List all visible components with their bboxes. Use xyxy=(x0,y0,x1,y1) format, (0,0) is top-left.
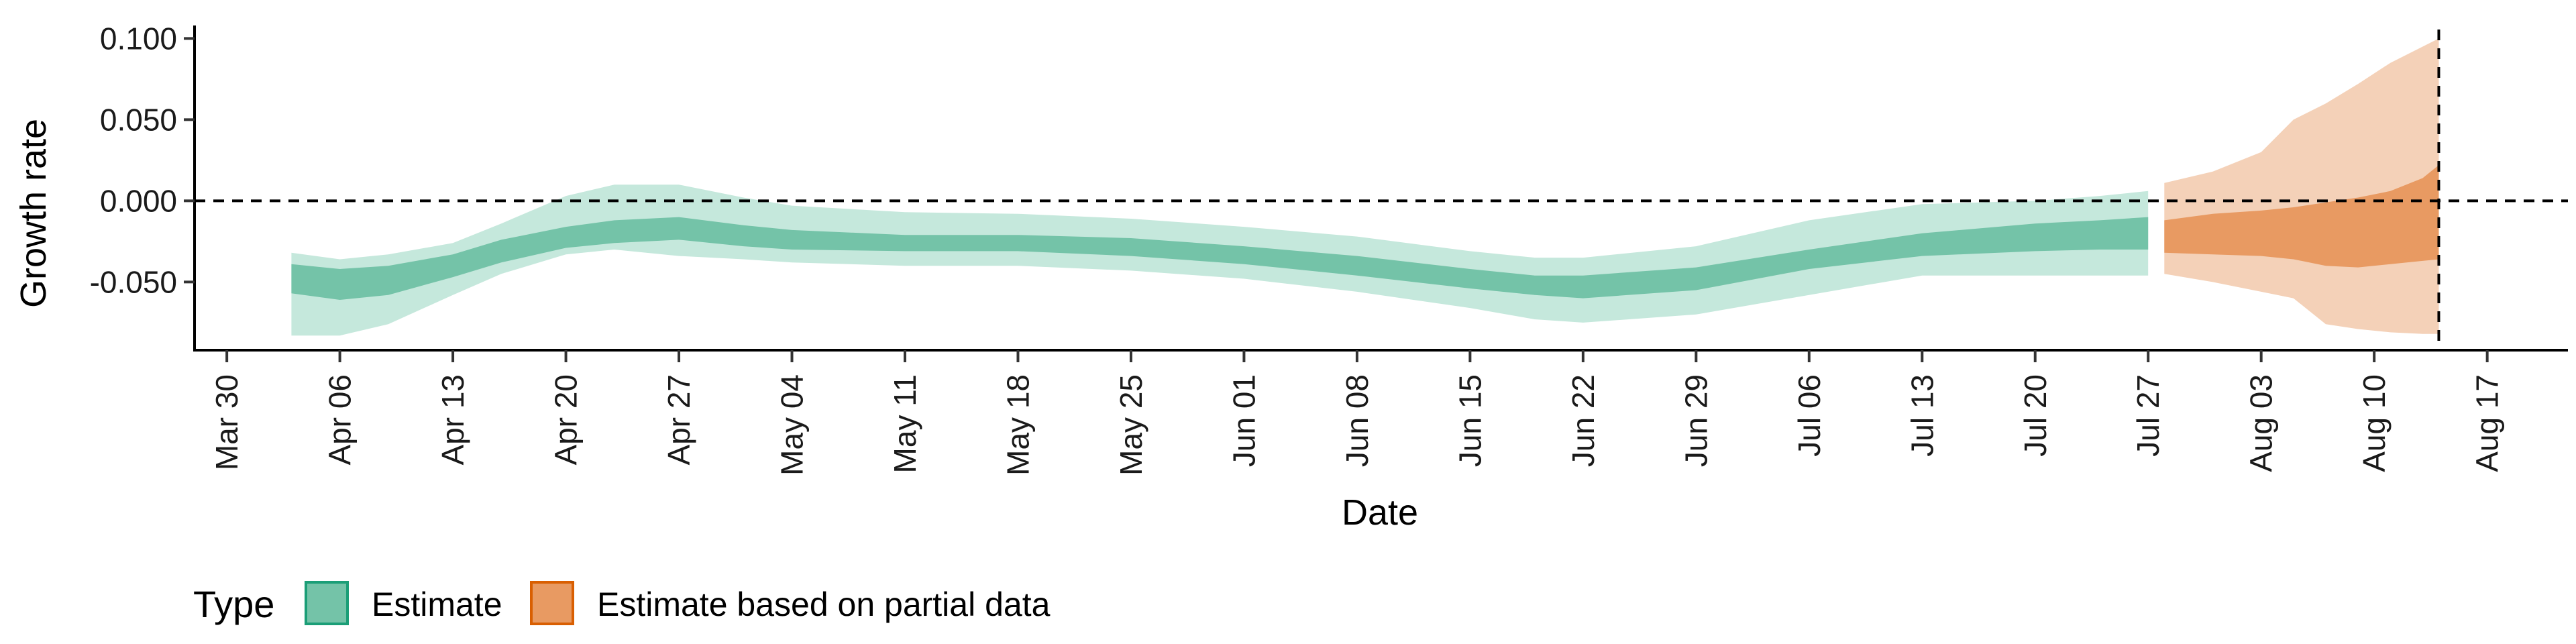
x-tick-label: Aug 10 xyxy=(2357,374,2392,472)
x-axis-title: Date xyxy=(1342,492,1418,533)
y-tick-label: 0.000 xyxy=(100,183,177,218)
x-tick-label: Jun 22 xyxy=(1566,374,1601,467)
x-tick-label: Aug 17 xyxy=(2470,374,2505,472)
legend-key-partial xyxy=(530,581,574,625)
legend-key-estimate xyxy=(305,581,349,625)
x-tick-label: Jul 20 xyxy=(2018,374,2053,457)
x-tick-label: Apr 20 xyxy=(549,374,584,466)
x-tick-label: Aug 03 xyxy=(2244,374,2279,472)
legend-label-estimate: Estimate xyxy=(372,586,502,623)
x-tick-label: Jun 29 xyxy=(1678,374,1713,467)
x-tick-label: May 04 xyxy=(775,374,810,476)
x-tick-label: May 25 xyxy=(1114,374,1148,476)
x-tick-label: Apr 13 xyxy=(435,374,470,466)
x-tick-label: Apr 06 xyxy=(323,374,358,466)
x-tick-label: Jul 13 xyxy=(1904,374,1939,457)
band-50-partial xyxy=(2164,165,2439,268)
band-90-partial xyxy=(2164,38,2439,334)
x-tick-label: Jun 08 xyxy=(1340,374,1375,467)
y-tick-label: 0.050 xyxy=(100,102,177,137)
x-tick-label: Jul 06 xyxy=(1792,374,1827,457)
bands-layer xyxy=(291,38,2439,336)
y-tick-label: 0.100 xyxy=(100,21,177,56)
y-axis-title: Growth rate xyxy=(13,119,54,308)
x-tick-label: Jun 15 xyxy=(1452,374,1487,467)
x-tick-label: Jul 27 xyxy=(2131,374,2165,457)
axes-layer: -0.050 0.000 0.050 0.100 Mar 30 Apr 06 Apr 13 A… xyxy=(90,21,2568,476)
x-tick-label: May 11 xyxy=(888,374,922,473)
x-tick-label: May 18 xyxy=(1001,374,1036,476)
x-tick-label: Apr 27 xyxy=(661,374,696,466)
band-50-estimate xyxy=(291,217,2149,300)
reference-lines xyxy=(195,30,2568,350)
legend-label-partial: Estimate based on partial data xyxy=(597,586,1051,623)
x-tick-label: Mar 30 xyxy=(209,374,244,470)
legend-title: Type xyxy=(193,583,274,625)
legend: Type Estimate Estimate based on partial … xyxy=(193,581,1051,625)
x-tick-label: Jun 01 xyxy=(1226,374,1261,467)
y-tick-label: -0.050 xyxy=(90,264,177,299)
